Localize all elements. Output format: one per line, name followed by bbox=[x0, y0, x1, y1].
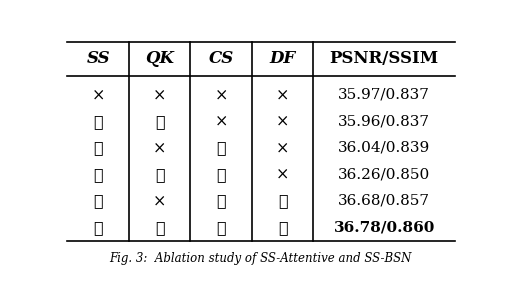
Text: Fig. 3:  Ablation study of SS-Attentive and SS-BSN: Fig. 3: Ablation study of SS-Attentive a… bbox=[109, 252, 411, 265]
Text: ✓: ✓ bbox=[278, 219, 288, 236]
Text: DF: DF bbox=[270, 50, 296, 67]
Text: 36.04/0.839: 36.04/0.839 bbox=[338, 141, 430, 155]
Text: ×: × bbox=[276, 139, 289, 156]
Text: 36.78/0.860: 36.78/0.860 bbox=[334, 220, 435, 234]
Text: 36.26/0.850: 36.26/0.850 bbox=[338, 167, 430, 181]
Text: ✓: ✓ bbox=[155, 113, 165, 130]
Text: ✓: ✓ bbox=[216, 139, 226, 156]
Text: 35.96/0.837: 35.96/0.837 bbox=[338, 114, 430, 128]
Text: ✓: ✓ bbox=[93, 113, 103, 130]
Text: ×: × bbox=[276, 86, 289, 103]
Text: ×: × bbox=[214, 86, 228, 103]
Text: SS: SS bbox=[86, 50, 110, 67]
Text: ×: × bbox=[276, 113, 289, 130]
Text: ✓: ✓ bbox=[155, 219, 165, 236]
Text: ✓: ✓ bbox=[93, 192, 103, 209]
Text: ✓: ✓ bbox=[216, 219, 226, 236]
Text: ✓: ✓ bbox=[216, 166, 226, 183]
Text: PSNR/SSIM: PSNR/SSIM bbox=[330, 50, 439, 67]
Text: 35.97/0.837: 35.97/0.837 bbox=[338, 88, 430, 102]
Text: ×: × bbox=[153, 139, 166, 156]
Text: ✓: ✓ bbox=[278, 192, 288, 209]
Text: 36.68/0.857: 36.68/0.857 bbox=[338, 194, 430, 208]
Text: ×: × bbox=[153, 192, 166, 209]
Text: ×: × bbox=[153, 86, 166, 103]
Text: ✓: ✓ bbox=[93, 139, 103, 156]
Text: ✓: ✓ bbox=[93, 219, 103, 236]
Text: CS: CS bbox=[208, 50, 234, 67]
Text: QK: QK bbox=[145, 50, 174, 67]
Text: ✓: ✓ bbox=[216, 192, 226, 209]
Text: ✓: ✓ bbox=[155, 166, 165, 183]
Text: ×: × bbox=[276, 166, 289, 183]
Text: ×: × bbox=[214, 113, 228, 130]
Text: ×: × bbox=[91, 86, 105, 103]
Text: ✓: ✓ bbox=[93, 166, 103, 183]
